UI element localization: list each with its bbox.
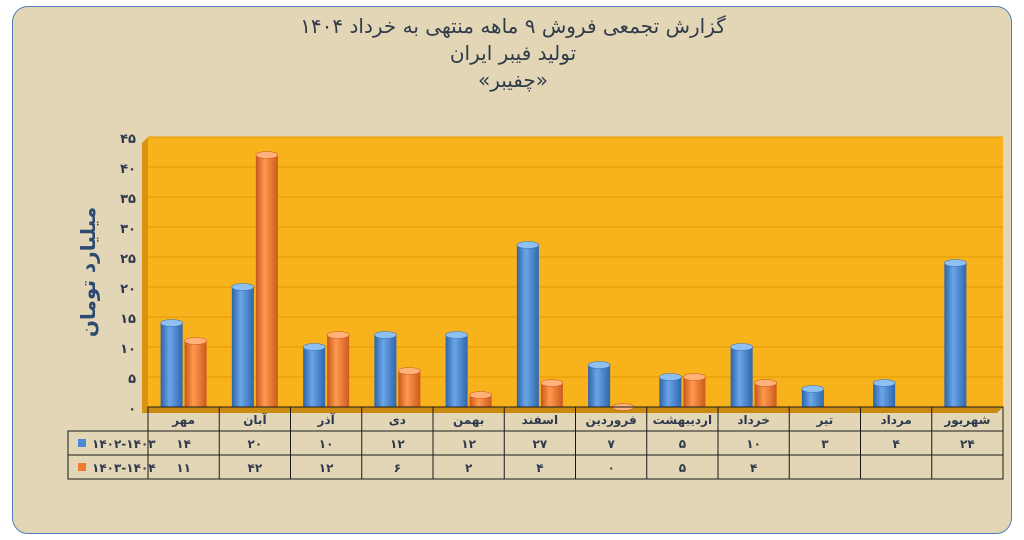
x-tick-label: مرداد — [880, 413, 911, 427]
data-label: ۵ — [679, 437, 686, 451]
bar-cap — [326, 331, 350, 339]
bar-cap — [160, 319, 183, 327]
bar — [801, 389, 824, 407]
data-label: ۱۲ — [390, 437, 405, 451]
bar — [873, 383, 896, 407]
data-label: ۴ — [892, 437, 899, 451]
y-tick-label: ۲۵ — [120, 252, 136, 267]
bar-cap — [184, 337, 207, 345]
bar-cap — [683, 373, 706, 381]
bar-cap — [255, 151, 279, 159]
data-label: ۲ — [465, 461, 473, 475]
x-tick-label: آذر — [317, 412, 336, 427]
x-tick-label: تیر — [815, 413, 833, 427]
bar — [327, 335, 350, 407]
x-tick-label: فروردین — [586, 413, 637, 428]
x-tick-label: شهریور — [943, 413, 990, 428]
bar — [730, 347, 753, 407]
chart-subtitle: تولید فیبر ایران — [449, 41, 577, 65]
legend-swatch — [78, 439, 86, 447]
bar-cap — [659, 373, 682, 381]
bar — [160, 323, 183, 407]
x-tick-label: مهر — [171, 413, 195, 427]
y-axis-label: میلیارد تومان — [76, 207, 100, 337]
y-tick-label: ۲۰ — [120, 282, 136, 297]
plot-area — [148, 137, 1003, 407]
data-label: ۴ — [750, 461, 757, 475]
x-tick-label: آبان — [243, 412, 267, 427]
plot-side-wall — [142, 137, 148, 413]
bar — [588, 365, 611, 407]
bar — [540, 383, 563, 407]
bar-cap — [231, 283, 255, 291]
bar — [303, 347, 326, 407]
data-label: ۲۴ — [960, 437, 975, 451]
bar — [374, 335, 397, 407]
x-tick-label: اردیبهشت — [653, 413, 712, 427]
data-label: ۱۱ — [176, 461, 191, 475]
bar-cap — [374, 331, 397, 339]
legend-swatch — [78, 463, 86, 471]
legend-entry: ۱۴۰۲-۱۴۰۳ — [92, 437, 156, 451]
y-tick-label: ۵ — [128, 372, 136, 387]
bar — [231, 287, 254, 407]
data-label: ۱۰ — [319, 437, 334, 451]
data-label: ۳ — [821, 437, 829, 451]
y-tick-label: ۳۵ — [120, 192, 136, 207]
x-tick-label: بهمن — [453, 413, 484, 427]
bar — [754, 383, 777, 407]
data-label: ۵ — [679, 461, 686, 475]
y-tick-label: ۴۵ — [120, 132, 136, 147]
bar — [944, 263, 967, 407]
bar-cap — [540, 379, 564, 387]
bar — [659, 377, 682, 407]
bar-cap — [516, 241, 540, 249]
bar-cap — [801, 385, 825, 393]
report-card: گزارش تجمعی فروش ۹ ماهه منتهی به خرداد ۱… — [12, 6, 1012, 534]
x-tick-label: خرداد — [737, 413, 770, 427]
bar-cap — [445, 331, 468, 339]
x-tick-label: دی — [389, 413, 406, 427]
bar-cap — [302, 343, 326, 351]
bar-cap — [398, 367, 421, 375]
x-tick-label: اسفند — [522, 413, 558, 427]
bar-cap — [872, 379, 896, 387]
plot-floor — [142, 407, 1003, 413]
bar — [255, 155, 278, 407]
bar-cap — [730, 343, 753, 351]
data-label: ۱۲ — [461, 437, 476, 451]
data-label: ۲۷ — [533, 437, 548, 451]
y-tick-label: ۳۰ — [120, 222, 136, 237]
data-label: ۰ — [607, 461, 614, 475]
y-tick-label: ۱۵ — [120, 312, 136, 327]
legend-entry: ۱۴۰۳-۱۴۰۴ — [92, 461, 156, 475]
data-label: ۶ — [394, 461, 401, 475]
chart-titles: گزارش تجمعی فروش ۹ ماهه منتهی به خرداد ۱… — [13, 13, 1013, 94]
bar — [683, 377, 706, 407]
data-label: ۴ — [536, 461, 543, 475]
y-tick-label: ۱۰ — [120, 342, 136, 357]
bar — [398, 371, 421, 407]
bar-cap — [754, 379, 777, 387]
bar-cap — [469, 391, 492, 399]
data-label: ۴۲ — [248, 461, 263, 475]
bar — [184, 341, 207, 407]
data-label: ۱۰ — [746, 437, 761, 451]
data-label: ۱۲ — [319, 461, 334, 475]
chart-title: گزارش تجمعی فروش ۹ ماهه منتهی به خرداد ۱… — [300, 14, 726, 38]
bar-cap — [944, 259, 967, 267]
bar — [445, 335, 468, 407]
data-label: ۲۰ — [248, 437, 263, 451]
bar — [516, 245, 539, 407]
y-tick-label: ۴۰ — [120, 162, 136, 177]
company-name: «چفیبر» — [477, 68, 549, 92]
bar-cap — [587, 361, 611, 369]
data-label: ۷ — [607, 437, 615, 451]
y-tick-label: ۰ — [128, 402, 136, 417]
data-label: ۱۴ — [176, 437, 191, 451]
